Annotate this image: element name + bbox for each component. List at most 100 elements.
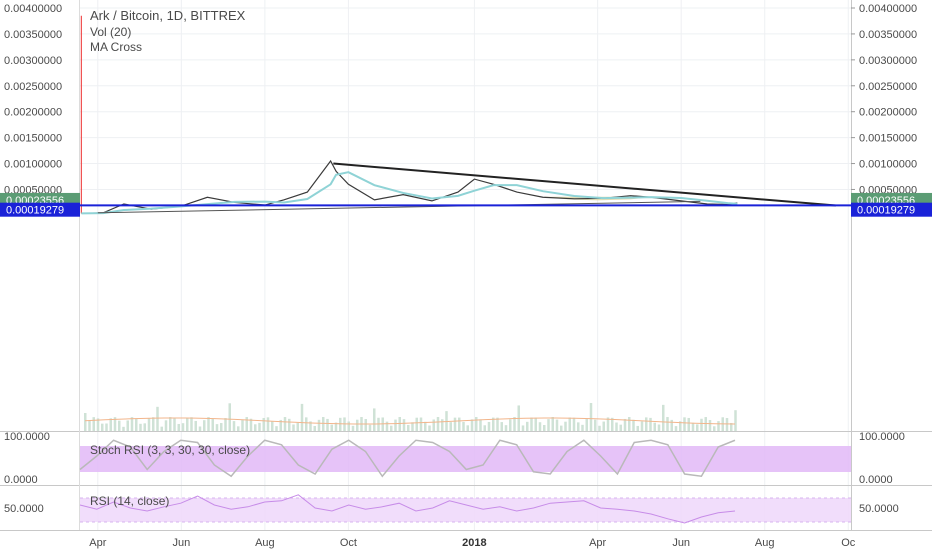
stoch-line (79, 439, 736, 478)
rsi-band (80, 498, 851, 522)
volume-bar (169, 417, 172, 431)
volume-bar (322, 417, 325, 431)
volume-bar (113, 417, 117, 431)
volume-bar (725, 418, 729, 431)
volume-bar (190, 417, 193, 431)
price-tick-left: 0.00150000 (4, 133, 62, 145)
volume-bar (623, 418, 627, 431)
volume-bar (266, 417, 270, 431)
volume-bar (436, 417, 440, 431)
volume-bar (717, 421, 720, 431)
volume-bar (560, 425, 563, 431)
volume-bar (615, 422, 618, 431)
price-tick-right: 0.00150000 (859, 133, 917, 145)
legend-ma-cross: MA Cross (90, 40, 142, 54)
time-label: Jun (172, 537, 190, 549)
volume-bar (300, 403, 304, 431)
volume-bar (394, 419, 397, 431)
volume-bar (526, 421, 529, 431)
volume-bar (407, 424, 410, 431)
volume-bar (368, 424, 372, 431)
volume-bar (551, 417, 554, 431)
rsi-tick-right: 50.0000 (859, 503, 899, 515)
volume-bar (122, 426, 125, 431)
rsi-layer (79, 494, 851, 524)
volume-bar (84, 413, 87, 431)
rsi-label: RSI (14, close) (90, 494, 169, 508)
grid (80, 0, 851, 530)
volume-bar (203, 420, 206, 431)
volume-bar (534, 417, 537, 431)
price-tick-right: 0.00350000 (859, 29, 917, 41)
volume-bar (487, 421, 491, 431)
volume-bar (139, 423, 142, 431)
volume-bar (475, 417, 478, 431)
volume-bar (657, 424, 661, 431)
volume-bar (640, 421, 644, 431)
rsi-tick-left: 50.0000 (4, 503, 44, 515)
legend-volume: Vol (20) (90, 25, 131, 39)
volume-bar (509, 419, 512, 431)
volume-bar (687, 417, 690, 431)
volume-bar (513, 417, 516, 431)
volume-bar (619, 424, 622, 431)
volume-bar (305, 417, 308, 431)
volume-bar (598, 425, 601, 431)
volume-bar (543, 424, 546, 431)
volume-bar (147, 418, 151, 431)
volume-bar (101, 423, 104, 431)
volume-bar (611, 417, 614, 431)
volume-bar (118, 420, 121, 431)
volume-bar (458, 417, 461, 431)
volume-bar (283, 417, 287, 431)
volume-bar (186, 418, 189, 431)
volume-bar (428, 425, 431, 431)
support-price-label: 0.00019279 (6, 205, 64, 217)
volume-bar (309, 421, 312, 431)
chart-title: Ark / Bitcoin, 1D, BITTREX (90, 8, 246, 23)
rsi-line (79, 494, 736, 524)
volume-bar (466, 425, 469, 431)
volume-bar (385, 421, 389, 431)
volume-bar (249, 418, 253, 431)
volume-bar (258, 422, 261, 431)
volume-ma-line (84, 417, 736, 425)
volume-bar (581, 424, 584, 431)
volume-bar (232, 421, 236, 431)
volume-bar (700, 418, 703, 431)
volume-bar (555, 419, 559, 431)
volume-bar (483, 425, 486, 431)
stoch-layer (79, 439, 851, 478)
volume-bar (470, 419, 474, 431)
volume-bar (373, 408, 376, 431)
volume-bar (317, 419, 321, 431)
volume-bar (462, 421, 465, 431)
volume-bar (730, 422, 733, 431)
volume-bar (109, 418, 112, 431)
volume-bar (589, 403, 593, 431)
volume-bar (215, 424, 219, 431)
volume-bar (262, 417, 265, 431)
volume-bar (679, 421, 682, 431)
stoch-tick-top-left: 100.0000 (4, 431, 50, 443)
volume-bar (296, 422, 299, 431)
stoch-tick-top-right: 100.0000 (859, 431, 905, 443)
price-tick-right: 0.00300000 (859, 55, 917, 67)
volume-bar (292, 424, 295, 431)
volume-bar (351, 425, 355, 431)
volume-bar (105, 423, 108, 431)
volume-bar (530, 417, 533, 431)
volume-bar (479, 419, 482, 431)
volume-bar (602, 421, 605, 431)
volume-bar (194, 420, 197, 431)
price-tick-left: 0.00350000 (4, 29, 62, 41)
volume-bar (662, 404, 665, 431)
volume-bar (653, 422, 656, 431)
volume-bar (696, 424, 699, 431)
volume-bar (585, 419, 588, 431)
volume-bar (271, 421, 274, 431)
volume-bar (713, 426, 716, 431)
volume-bar (156, 406, 159, 431)
volume-bar (415, 417, 418, 431)
